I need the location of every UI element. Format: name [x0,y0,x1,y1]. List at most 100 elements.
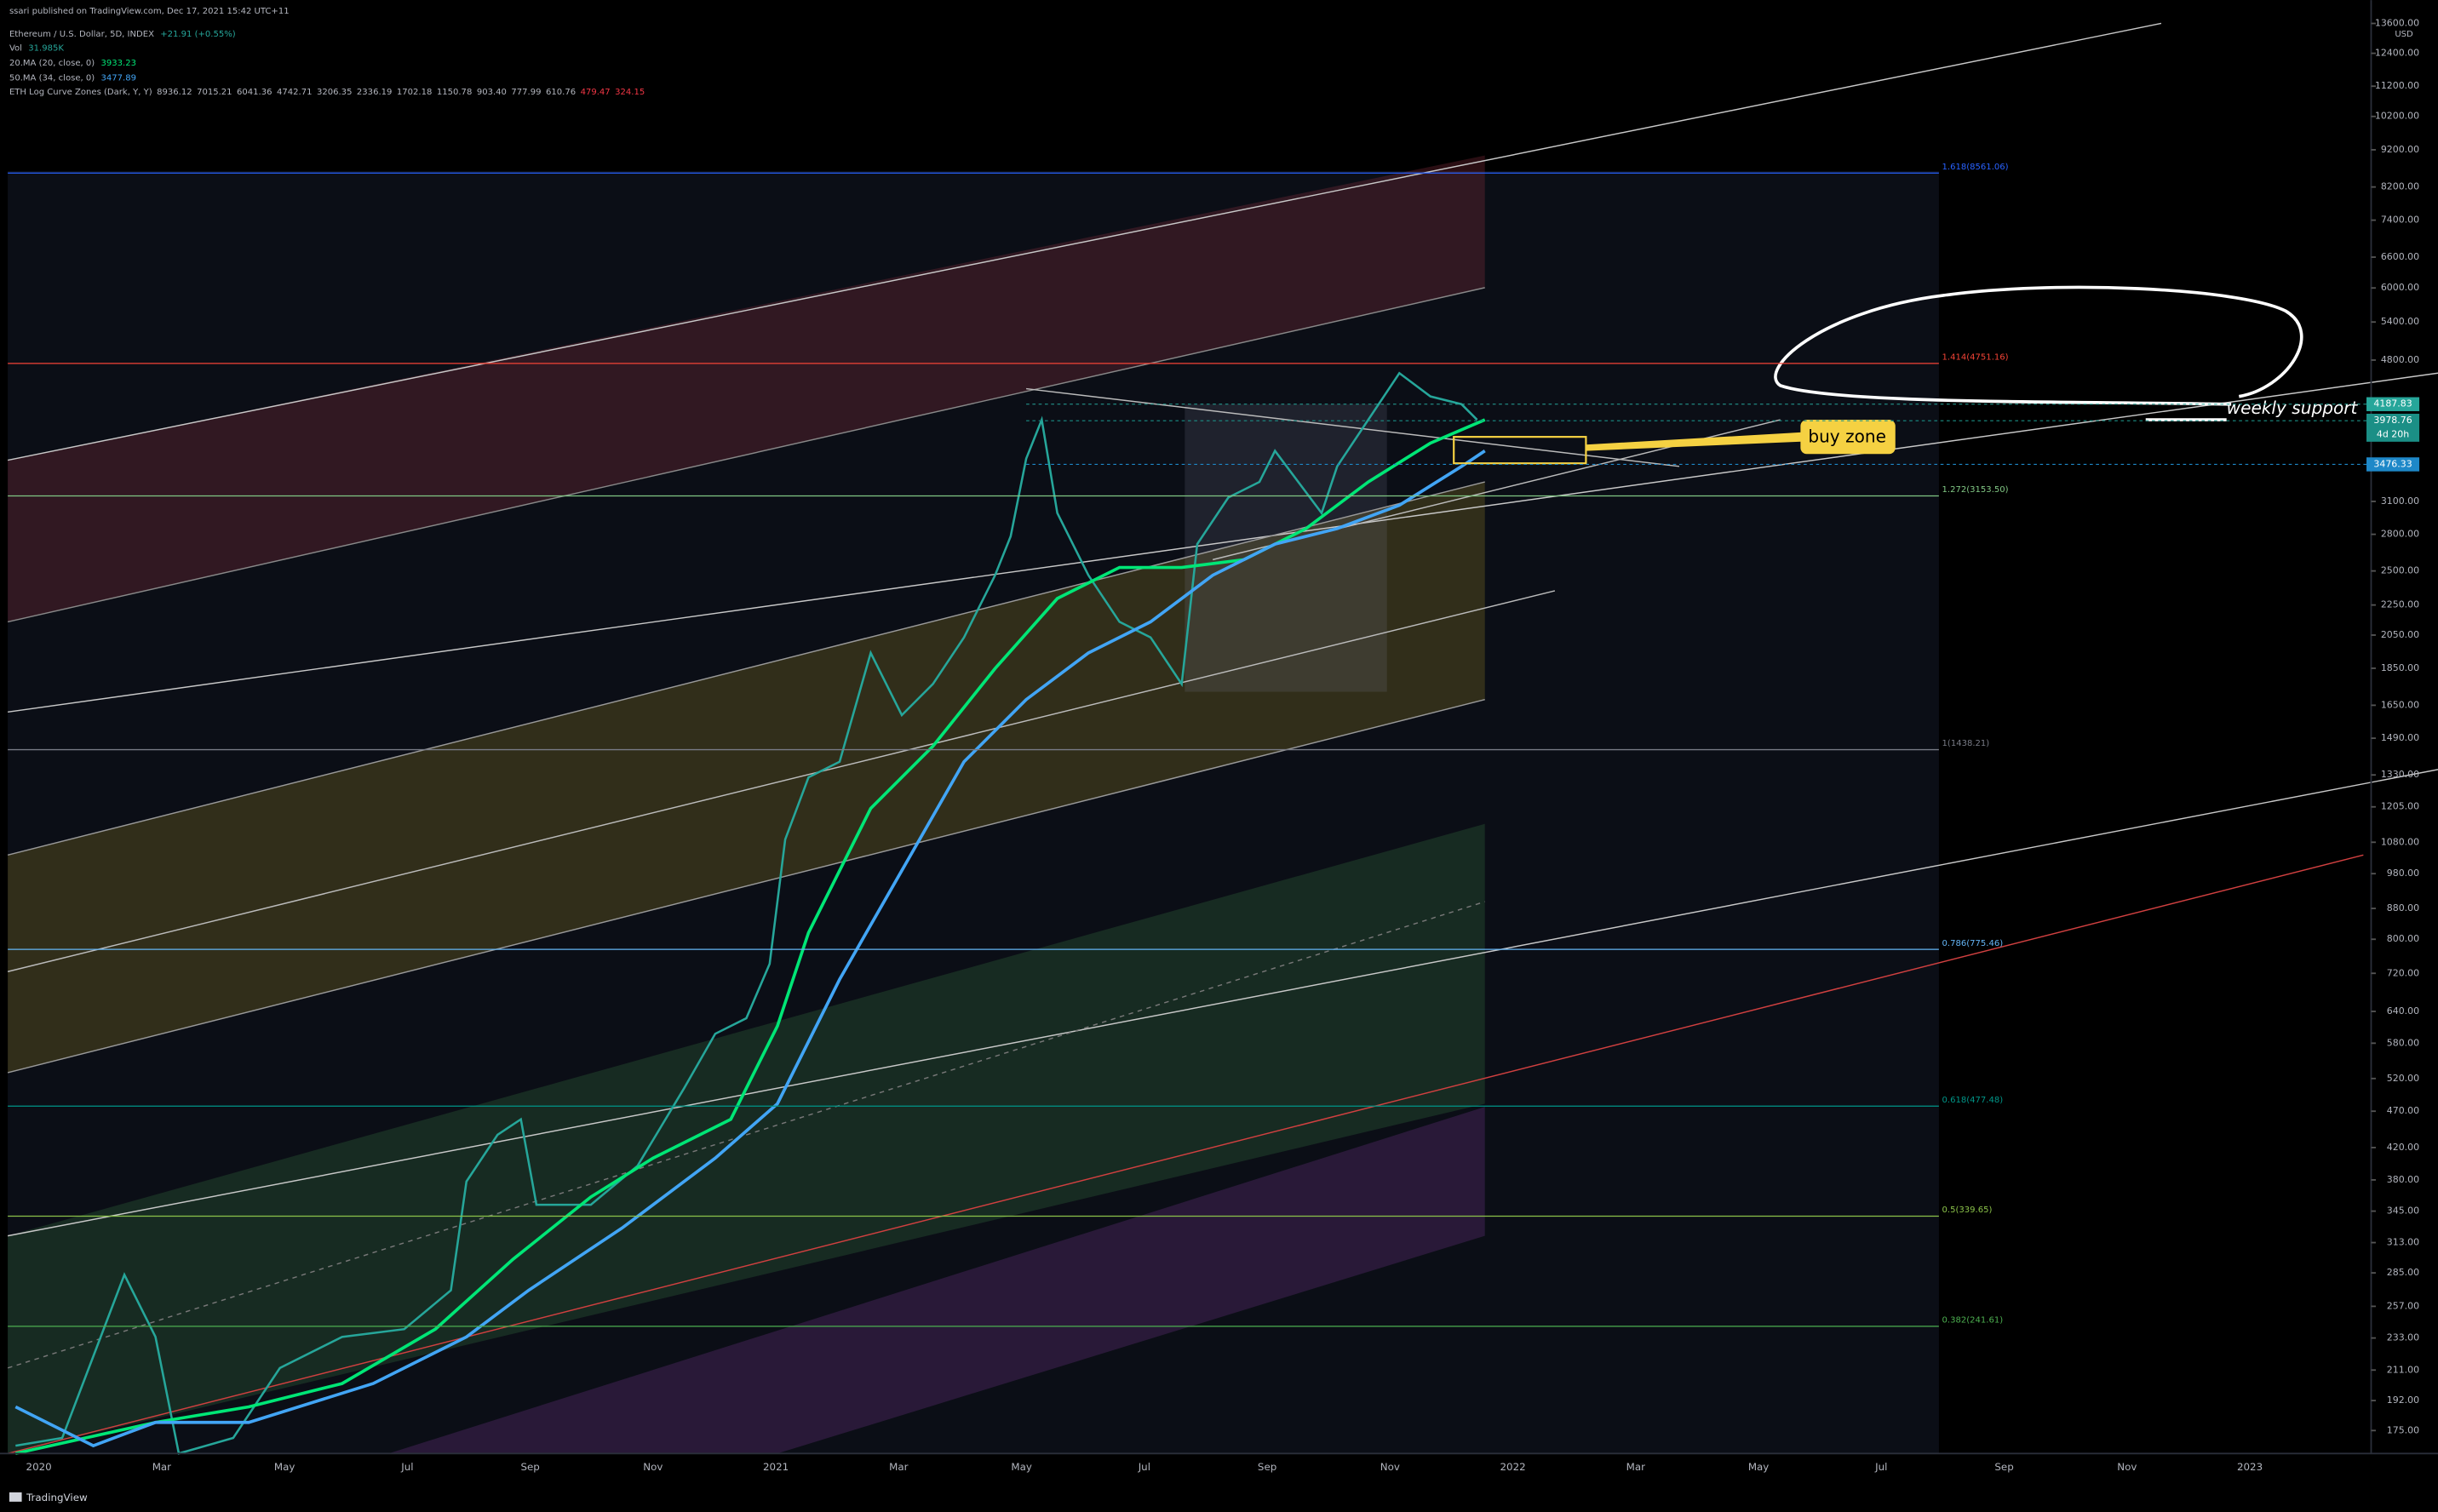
price-tick-label: 11200.00 [2375,80,2419,91]
zone-value: 1150.78 [437,88,472,97]
zone-value: 610.76 [546,88,576,97]
price-tag [2366,413,2420,442]
symbol-change: +21.91 (+0.55%) [160,30,235,39]
indicator-name: 50.MA (34, close, 0) [9,73,95,83]
time-tick-label: Jul [1874,1461,1887,1473]
zone-value-red: 479.47 [581,88,611,97]
price-tick-label: 800.00 [2387,933,2419,944]
symbol-text: Ethereum / U.S. Dollar, 5D, INDEX +21.91 … [9,30,236,39]
channel-band [8,823,1485,1454]
price-tick-label: 2800.00 [2381,529,2419,540]
price-tick-label: 1850.00 [2381,662,2419,673]
price-tick-label: 12400.00 [2375,48,2419,59]
price-tag-label: 3476.33 [2373,458,2412,469]
zone-value: 4742.71 [277,88,312,97]
zone-value: 8936.12 [157,88,192,97]
price-tag-label: 3978.76 [2373,415,2412,426]
price-tick-label: 1080.00 [2381,836,2419,847]
volume-profile-area [1185,404,1387,692]
price-tick-label: 285.00 [2387,1267,2419,1278]
price-tick-label: 1205.00 [2381,801,2419,812]
time-tick-label: Nov [2117,1461,2137,1473]
indicator-row: Vol 31.985K [9,44,64,54]
zone-value: 7015.21 [197,88,232,97]
indicator-value: 3477.89 [100,73,135,83]
price-tag-label: 4187.83 [2373,398,2412,410]
price-tick-label: 980.00 [2387,868,2419,879]
indicator-name: Vol [9,44,22,54]
fib-label: 0.786(775.46) [1942,939,2004,948]
price-tick-label: 5400.00 [2381,316,2419,327]
price-tag-countdown: 4d 20h [2377,429,2409,440]
curve-zones-name: ETH Log Curve Zones (Dark, Y, Y) [9,88,152,97]
price-tick-label: 8200.00 [2381,181,2419,192]
channel-band [8,482,1485,1073]
price-tick-label: 2250.00 [2381,599,2419,610]
indicator-name: 20.MA (20, close, 0) [9,59,95,68]
price-tick-label: 520.00 [2387,1073,2419,1084]
price-tick-label: 4800.00 [2381,354,2419,365]
fib-label: 1(1438.21) [1942,739,1990,748]
time-tick-label: Sep [1994,1461,2013,1473]
price-tick-label: 6000.00 [2381,282,2419,293]
fib-label: 0.618(477.48) [1942,1096,2004,1105]
price-tick-label: 880.00 [2387,902,2419,914]
weekly-support-label: weekly support [2227,398,2359,418]
price-tick-label: 6600.00 [2381,251,2419,262]
zone-value: 6041.36 [237,88,272,97]
fib-label: 0.5(339.65) [1942,1206,1993,1215]
price-tick-label: 720.00 [2387,967,2419,978]
price-tag [2366,457,2420,472]
price-tick-label: 640.00 [2387,1005,2419,1017]
indicator-row: 20.MA (20, close, 0) 3933.23 [9,59,136,68]
drawn-ellipse [1774,285,2303,406]
time-tick-label: Sep [1258,1461,1276,1473]
price-tick-label: 1330.00 [2381,769,2419,780]
ma50-line [14,450,1486,1448]
zone-value: 3206.35 [317,88,352,97]
zone-value: 1702.18 [397,88,432,97]
price-tick-label: 1650.00 [2381,699,2419,710]
time-tick-label: Jul [400,1461,413,1473]
time-tick-label: 2023 [2237,1461,2263,1473]
price-tick-label: 9200.00 [2381,144,2419,155]
price-tick-label: 233.00 [2387,1332,2419,1343]
price-tick-label: 313.00 [2387,1237,2419,1248]
price-tick-label: 7400.00 [2381,215,2419,226]
price-tick-label: 192.00 [2387,1395,2419,1406]
price-tick-label: 2500.00 [2381,565,2419,576]
time-tick-label: Mar [889,1461,908,1473]
fib-zone [8,170,1939,1454]
time-tick-label: May [274,1461,295,1473]
time-tick-label: 2022 [1500,1461,1526,1473]
time-tick-label: May [1748,1461,1770,1473]
price-tick-label: 175.00 [2387,1424,2419,1435]
zone-value: 2336.19 [357,88,392,97]
buy-zone-badge [1800,420,1896,455]
price-tick-label: 580.00 [2387,1037,2419,1048]
indicator-row: 50.MA (34, close, 0) 3477.89 [9,73,136,83]
zone-value-red: 324.15 [615,88,645,97]
price-tick-label: 380.00 [2387,1174,2419,1185]
published-text: ssari published on TradingView.com, Dec … [9,7,290,16]
time-tick-label: Nov [1380,1461,1400,1473]
channel-band [388,1107,1485,1454]
price-tick-label: 13600.00 [2375,18,2419,29]
price-tick-label: 1490.00 [2381,732,2419,743]
symbol: Ethereum / U.S. Dollar, 5D, INDEX [9,30,154,39]
footer-logo [9,1492,22,1502]
fib-label: 1.414(4751.16) [1942,353,2009,363]
time-tick-label: 2020 [26,1461,52,1473]
footer-brand: TradingView [26,1492,88,1503]
price-tag [2366,397,2420,411]
time-tick-label: Sep [520,1461,539,1473]
time-tick-label: 2021 [763,1461,789,1473]
time-tick-label: Mar [152,1461,171,1473]
price-tick-label: 345.00 [2387,1206,2419,1217]
price-line [15,371,1478,1455]
price-tick-label: 3100.00 [2381,495,2419,507]
buy-zone-arrow [1586,432,1804,451]
fib-label: 0.382(241.61) [1942,1316,2004,1326]
